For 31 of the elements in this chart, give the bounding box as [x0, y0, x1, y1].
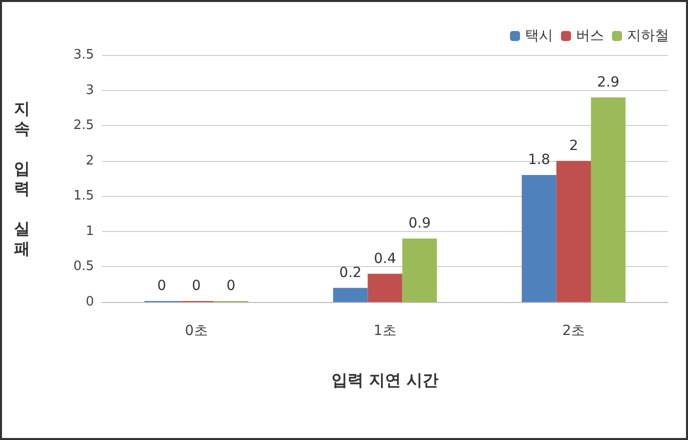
x-tick-label: 0초: [184, 323, 208, 339]
data-label: 2.9: [597, 74, 620, 90]
data-label: 0.2: [339, 264, 362, 281]
bar: [402, 238, 437, 302]
data-label: 0.9: [408, 215, 431, 232]
bar: [590, 97, 626, 302]
data-label: 2: [569, 138, 578, 154]
y-tick-label: 1: [86, 224, 94, 239]
y-tick-label: 0.5: [73, 259, 94, 274]
data-label: 1.8: [528, 152, 550, 168]
bar: [333, 288, 368, 302]
data-label: 0: [192, 278, 201, 294]
data-label: 0: [157, 278, 166, 294]
data-label: 0.4: [374, 250, 396, 267]
y-tick-label: 2.5: [73, 118, 94, 134]
legend-label: 버스: [576, 28, 604, 44]
y-tick-label: 1.5: [73, 188, 94, 204]
y-tick-label: 2: [86, 153, 94, 168]
legend-label: 지하철: [627, 28, 669, 44]
bar: [368, 274, 402, 302]
text: 지속 입력 실패: [14, 99, 30, 258]
data-label: 0: [226, 278, 236, 294]
bar: [522, 174, 556, 302]
bar: [556, 160, 591, 302]
x-tick-label: 2초: [562, 323, 586, 339]
y-tick-label: 3: [86, 82, 94, 98]
x-axis-title: 입력 지연 시간: [331, 370, 439, 390]
y-tick-label: 0: [86, 294, 94, 310]
y-tick-label: 3.5: [73, 48, 94, 62]
x-tick-label: 1초: [374, 323, 396, 339]
legend-label: 택시: [525, 28, 553, 44]
